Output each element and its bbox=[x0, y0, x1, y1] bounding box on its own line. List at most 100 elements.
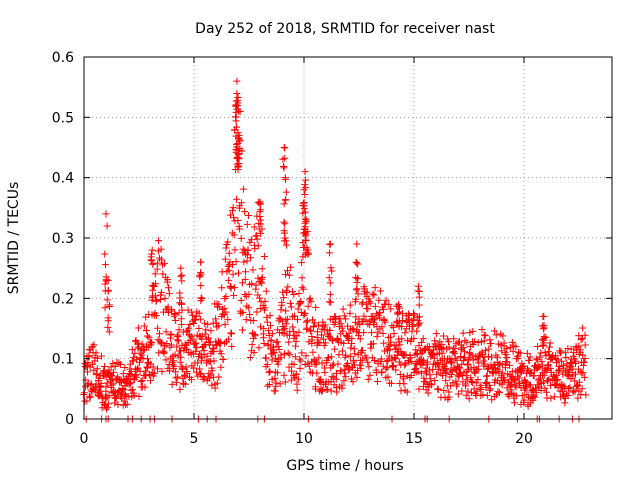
data-point bbox=[275, 314, 283, 322]
data-point bbox=[545, 361, 553, 369]
data-point bbox=[403, 388, 411, 396]
data-point bbox=[581, 373, 589, 381]
data-point bbox=[502, 351, 510, 359]
data-point bbox=[568, 365, 576, 373]
data-point bbox=[490, 327, 498, 335]
data-point bbox=[175, 326, 183, 334]
data-point bbox=[305, 338, 313, 346]
data-point bbox=[492, 368, 500, 376]
data-point bbox=[224, 316, 232, 324]
data-point bbox=[245, 211, 253, 219]
data-point bbox=[350, 358, 358, 366]
data-point bbox=[279, 155, 287, 163]
data-point bbox=[191, 316, 199, 324]
data-point bbox=[250, 317, 258, 325]
data-point bbox=[281, 378, 289, 386]
data-point bbox=[562, 353, 570, 361]
data-point bbox=[160, 348, 168, 356]
data-point bbox=[315, 354, 323, 362]
data-point bbox=[280, 218, 288, 226]
data-point bbox=[224, 262, 232, 270]
data-point bbox=[306, 294, 314, 302]
data-point bbox=[301, 219, 309, 227]
data-point bbox=[272, 379, 280, 387]
data-point bbox=[185, 324, 193, 332]
data-point bbox=[426, 375, 434, 383]
data-point bbox=[207, 358, 215, 366]
data-point bbox=[326, 241, 334, 249]
data-point bbox=[142, 326, 150, 334]
data-point bbox=[328, 372, 336, 380]
data-point bbox=[454, 390, 462, 398]
data-point bbox=[240, 258, 248, 266]
data-point bbox=[301, 190, 309, 198]
data-point bbox=[495, 367, 503, 375]
data-point bbox=[557, 347, 565, 355]
data-point bbox=[176, 299, 184, 307]
data-point bbox=[567, 345, 575, 353]
data-point bbox=[189, 335, 197, 343]
data-point bbox=[564, 345, 572, 353]
data-point bbox=[377, 355, 385, 363]
y-tick-label: 0.1 bbox=[52, 352, 74, 368]
data-point bbox=[270, 349, 278, 357]
data-point bbox=[463, 338, 471, 346]
data-point bbox=[438, 340, 446, 348]
data-point bbox=[342, 361, 350, 369]
data-point bbox=[483, 372, 491, 380]
data-point bbox=[546, 364, 554, 372]
data-point bbox=[210, 357, 218, 365]
data-point bbox=[369, 290, 377, 298]
data-point bbox=[473, 387, 481, 395]
data-point bbox=[215, 373, 223, 381]
data-point bbox=[414, 313, 422, 321]
data-point bbox=[135, 392, 143, 400]
data-point bbox=[102, 210, 110, 218]
data-point bbox=[327, 264, 335, 272]
data-point bbox=[371, 315, 379, 323]
data-point bbox=[268, 330, 276, 338]
data-point bbox=[321, 339, 329, 347]
data-point bbox=[244, 246, 252, 254]
data-point bbox=[424, 389, 432, 397]
data-point bbox=[286, 351, 294, 359]
data-point bbox=[171, 351, 179, 359]
data-point bbox=[253, 235, 261, 243]
data-point bbox=[544, 377, 552, 385]
data-point bbox=[239, 279, 247, 287]
data-point bbox=[199, 372, 207, 380]
data-point bbox=[284, 349, 292, 357]
data-point bbox=[281, 350, 289, 358]
data-point bbox=[515, 348, 523, 356]
data-point bbox=[246, 353, 254, 361]
data-point bbox=[148, 339, 156, 347]
data-point bbox=[359, 298, 367, 306]
data-point bbox=[208, 367, 216, 375]
data-point bbox=[297, 259, 305, 267]
data-point bbox=[204, 320, 212, 328]
data-point bbox=[313, 358, 321, 366]
data-point bbox=[474, 376, 482, 384]
data-points bbox=[80, 77, 590, 423]
data-point bbox=[483, 392, 491, 400]
data-point bbox=[581, 331, 589, 339]
data-point bbox=[234, 216, 242, 224]
data-point bbox=[281, 234, 289, 242]
data-point bbox=[430, 354, 438, 362]
data-point bbox=[138, 376, 146, 384]
data-point bbox=[192, 347, 200, 355]
data-point bbox=[526, 381, 534, 389]
data-point bbox=[290, 360, 298, 368]
data-point bbox=[250, 349, 258, 357]
data-point bbox=[453, 380, 461, 388]
data-point bbox=[238, 326, 246, 334]
data-point bbox=[153, 365, 161, 373]
data-point bbox=[178, 306, 186, 314]
data-point bbox=[231, 126, 239, 134]
data-point bbox=[433, 370, 441, 378]
data-point bbox=[354, 260, 362, 268]
data-point bbox=[370, 291, 378, 299]
data-point bbox=[273, 369, 281, 377]
data-point bbox=[209, 344, 217, 352]
data-point bbox=[92, 349, 100, 357]
